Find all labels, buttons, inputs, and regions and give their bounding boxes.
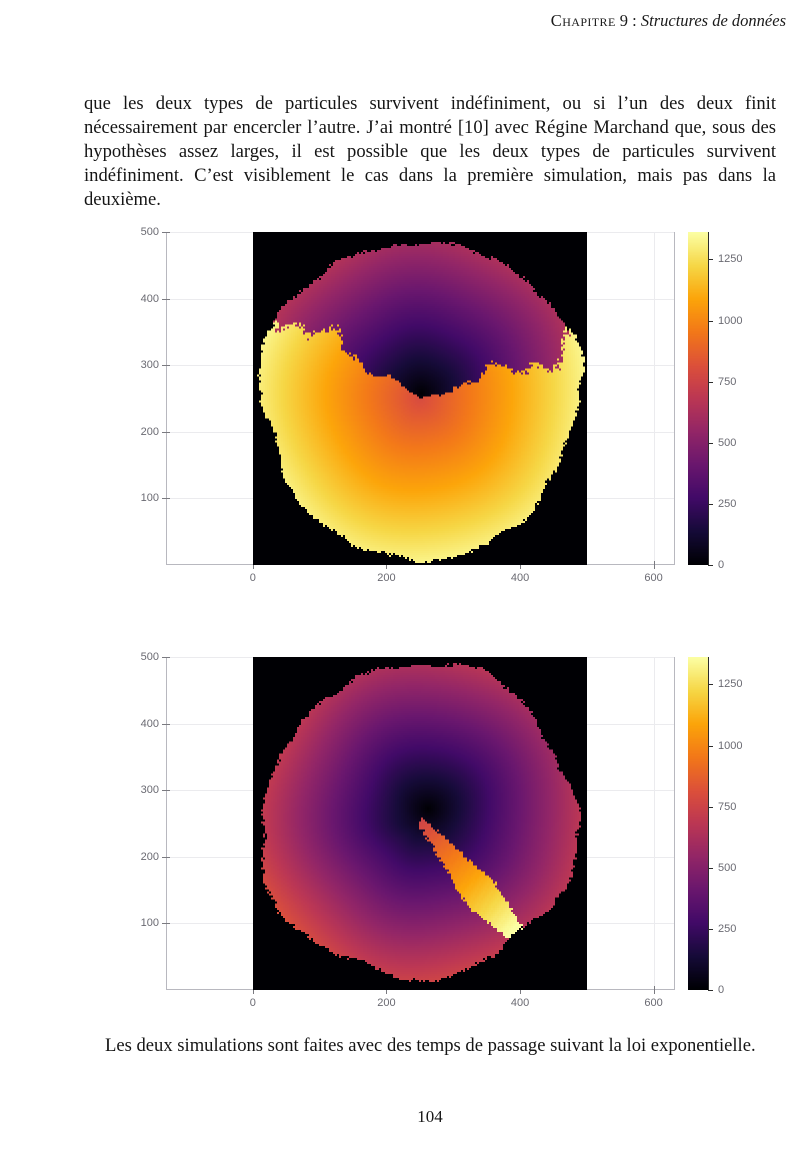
y-tick-label: 500 [140,226,159,238]
chapter-header: Chapitre 9 : Structures de données [84,11,786,31]
body-paragraph: que les deux types de particules survive… [84,92,776,210]
colorbar-tick-mark [708,990,713,991]
colorbar-tick-mark [708,320,713,322]
y-tick-label: 200 [140,425,159,438]
y-tick-mark [162,657,170,658]
y-tick-label: 300 [140,359,159,372]
x-tick-label: 400 [510,572,530,584]
x-tick-mark [386,986,388,994]
colorbar-tick-mark [708,806,713,808]
page-number: 104 [417,1107,443,1126]
colorbar-tick-mark [708,381,713,383]
colorbar-tick-mark [708,503,713,505]
colorbar-tick-mark [708,867,713,869]
colorbar-tick-label: 1000 [718,739,743,752]
y-tick-label: 200 [140,850,159,863]
colorbar-tick-label: 1250 [718,678,743,691]
chapter-separator: : [628,11,641,30]
y-tick-label: 400 [140,717,159,730]
colorbar-tick-mark [708,565,713,566]
chapter-label: Chapitre [550,11,616,30]
x-tick-mark [252,561,254,569]
y-tick-mark [162,431,170,433]
x-tick-mark [520,561,522,569]
colorbar-tick-label: 0 [718,984,725,996]
colorbar-tick-label: 500 [718,436,737,449]
x-gridline [653,658,655,989]
y-tick-mark [162,856,170,858]
x-tick-label: 200 [377,572,396,584]
y-tick-mark [162,298,170,300]
y-tick-mark [162,232,170,233]
chapter-title: Structures de données [640,11,786,30]
x-tick-label: 0 [249,997,256,1009]
colorbar-tick-label: 250 [718,922,737,935]
y-tick-label: 100 [140,917,159,930]
x-tick-label: 400 [510,997,530,1009]
y-tick-mark [162,723,170,725]
x-tick-label: 600 [644,572,663,584]
colorbar-tick-label: 1000 [718,314,743,327]
colorbar-tick-label: 750 [718,800,737,813]
colorbar-tick-mark [708,442,713,444]
colorbar-tick-mark [708,259,713,261]
x-gridline [653,233,655,564]
y-tick-label: 300 [140,784,159,797]
colorbar-tick-mark [708,745,713,747]
x-tick-mark [252,986,254,994]
x-tick-mark [653,986,655,994]
colorbar-tick-label: 250 [718,497,737,510]
x-tick-label: 200 [377,997,396,1009]
heatmap-canvas [253,232,587,565]
x-tick-label: 0 [249,572,256,584]
y-tick-label: 100 [140,492,159,505]
colorbar-tick-mark [708,928,713,930]
colorbar-tick-mark [708,684,713,686]
y-tick-mark [162,365,170,367]
colorbar-tick-label: 1250 [718,253,743,266]
chapter-number-value: 9 [619,11,629,30]
colorbar [688,232,708,565]
y-tick-mark [162,790,170,792]
colorbar-spine [708,657,709,990]
colorbar-spine [708,232,709,565]
x-tick-mark [520,986,522,994]
x-tick-mark [653,561,655,569]
y-tick-mark [162,498,170,500]
simulation-figure-2: 0 200 400 600 100 200 300 400 500 0 250 500 750 1000 1… [140,651,760,1009]
heatmap-canvas [253,657,587,990]
y-tick-label: 500 [140,651,159,663]
x-tick-label: 600 [644,997,663,1009]
colorbar [688,657,708,990]
colorbar-tick-label: 0 [718,559,725,571]
y-tick-label: 400 [140,292,159,305]
colorbar-tick-label: 500 [718,861,737,874]
x-tick-mark [386,561,388,569]
simulation-figure-1: 0 200 400 600 100 200 300 400 500 0 250 500 750 1000 1… [140,226,760,584]
figures-caption: Les deux simulations sont faites avec de… [105,1034,756,1056]
colorbar-tick-label: 750 [718,375,737,388]
y-tick-mark [162,923,170,925]
